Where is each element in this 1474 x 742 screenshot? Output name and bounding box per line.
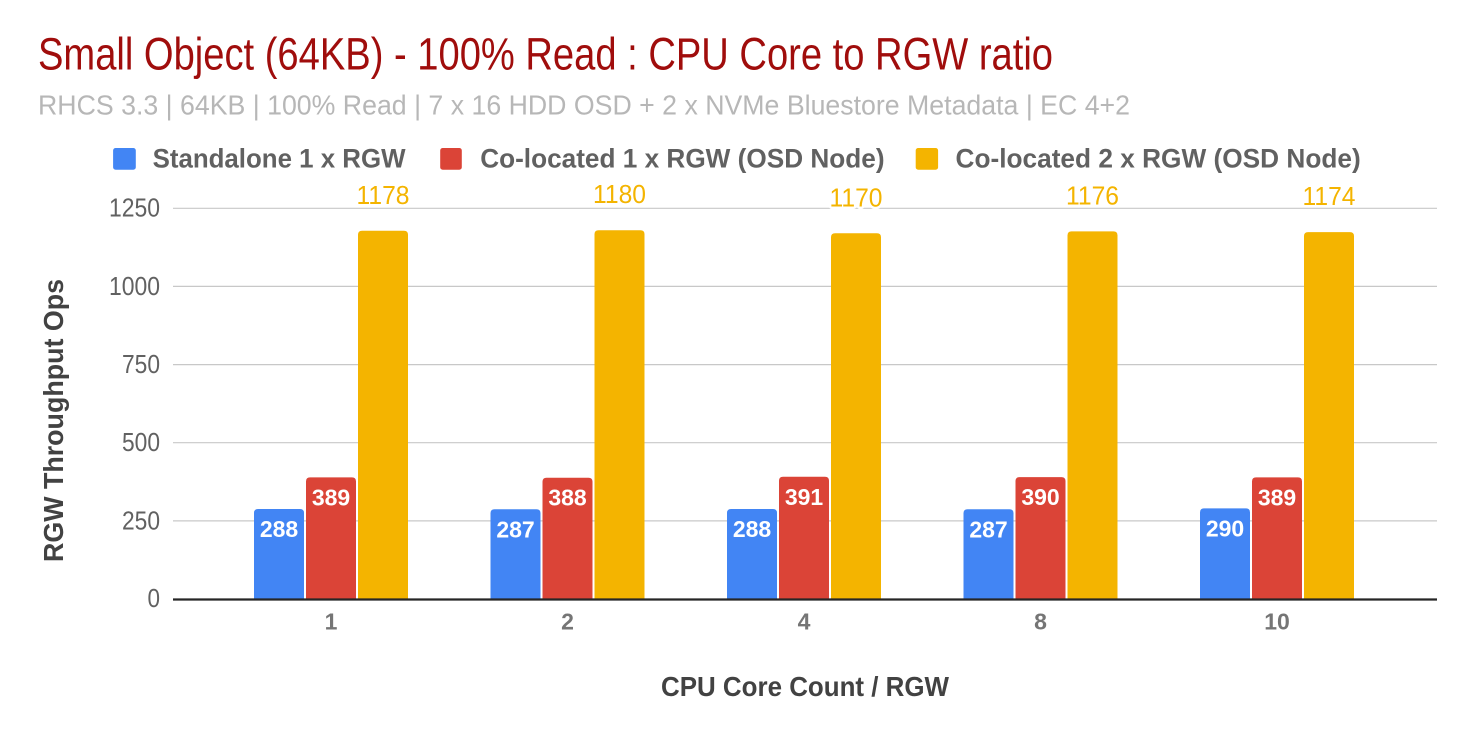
svg-text:CPU Core Count / RGW: CPU Core Count / RGW [661,671,950,702]
svg-text:RGW Throughput Ops: RGW Throughput Ops [38,279,69,562]
svg-text:Co-located 2 x RGW (OSD Node): Co-located 2 x RGW (OSD Node) [956,144,1361,174]
svg-text:391: 391 [785,484,824,510]
svg-text:750: 750 [122,349,160,379]
svg-text:1250: 1250 [109,193,160,223]
svg-text:290: 290 [1206,515,1244,541]
svg-text:1180: 1180 [593,179,646,209]
svg-text:389: 389 [1258,484,1296,510]
svg-text:Standalone 1 x RGW: Standalone 1 x RGW [153,144,406,174]
svg-text:1176: 1176 [1066,180,1119,210]
svg-text:2: 2 [561,609,574,635]
svg-text:1174: 1174 [1303,181,1356,211]
svg-text:388: 388 [548,485,587,511]
svg-text:288: 288 [733,516,772,542]
svg-text:288: 288 [260,516,299,542]
svg-text:1178: 1178 [357,180,410,210]
svg-text:4: 4 [798,609,811,635]
svg-text:Small Object (64KB) - 100% Rea: Small Object (64KB) - 100% Read : CPU Co… [38,29,1053,80]
svg-text:390: 390 [1021,484,1059,510]
svg-text:RHCS 3.3 | 64KB | 100% Read |: RHCS 3.3 | 64KB | 100% Read | 7 x 16 HDD… [38,90,1130,121]
svg-text:0: 0 [148,583,161,613]
svg-text:287: 287 [496,516,534,542]
svg-text:8: 8 [1034,609,1047,635]
svg-text:250: 250 [122,505,160,535]
svg-text:287: 287 [969,516,1007,542]
svg-text:Co-located 1 x RGW (OSD Node): Co-located 1 x RGW (OSD Node) [480,144,884,174]
svg-text:1: 1 [325,609,338,635]
svg-text:1000: 1000 [109,271,160,301]
svg-text:389: 389 [312,484,350,510]
svg-text:1170: 1170 [830,182,883,212]
svg-text:500: 500 [122,427,160,457]
svg-text:10: 10 [1264,609,1290,635]
